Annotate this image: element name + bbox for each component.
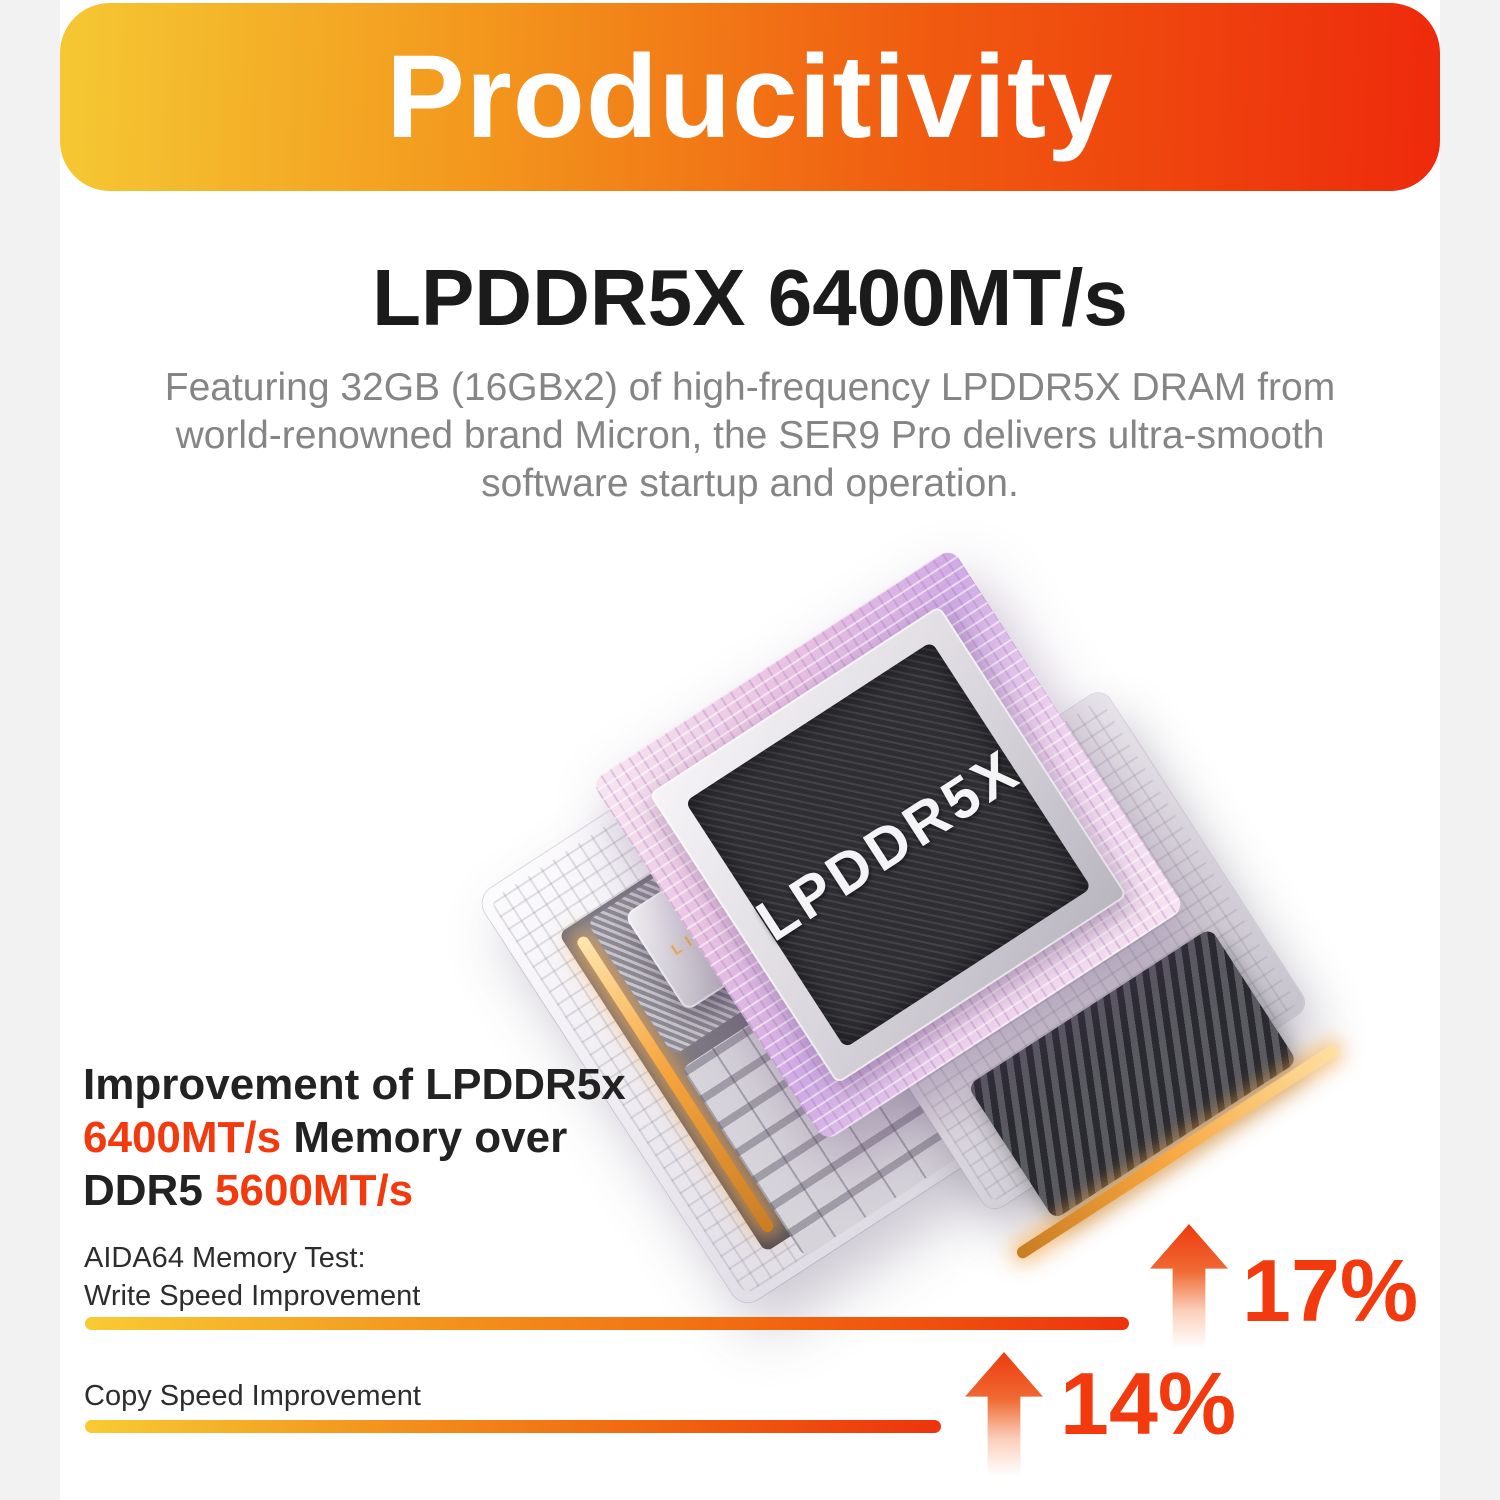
benchmark-label-write-line1: AIDA64 Memory Test: bbox=[84, 1242, 366, 1274]
hero-rotated-assembly: LISEN LPDDR5X bbox=[344, 464, 1340, 1377]
banner: Producitivity bbox=[60, 3, 1440, 191]
comparison-line1: Improvement of LPDDR5x bbox=[83, 1060, 626, 1109]
comparison-line3-plain: DDR5 bbox=[83, 1166, 216, 1215]
benchmark-value-write: 17% bbox=[1242, 1241, 1419, 1340]
benchmark-value-copy: 14% bbox=[1060, 1354, 1237, 1453]
memory-chip-label: LPDDR5X bbox=[745, 736, 1032, 954]
benchmark-bar-write bbox=[85, 1317, 1129, 1330]
comparison-line2-accent: 6400MT/s bbox=[83, 1113, 282, 1162]
comparison-line3-accent: 5600MT/s bbox=[215, 1166, 414, 1215]
benchmark-label-copy: Copy Speed Improvement bbox=[84, 1377, 421, 1415]
comparison-heading: Improvement of LPDDR5x 6400MT/s Memory o… bbox=[83, 1058, 643, 1217]
benchmark-label-write: AIDA64 Memory Test: Write Speed Improvem… bbox=[84, 1239, 420, 1315]
benchmark-bar-copy bbox=[85, 1420, 941, 1433]
intro-heading: LPDDR5X 6400MT/s bbox=[372, 253, 1128, 342]
banner-title: Producitivity bbox=[386, 31, 1114, 163]
benchmark-label-write-line2: Write Speed Improvement bbox=[84, 1280, 421, 1312]
memory-chip: LPDDR5X bbox=[684, 641, 1092, 1049]
comparison-line2-rest: Memory over bbox=[281, 1113, 568, 1162]
benchmark-label-copy-line1: Copy Speed Improvement bbox=[84, 1380, 421, 1412]
intro-description: Featuring 32GB (16GBx2) of high-frequenc… bbox=[164, 366, 1336, 505]
